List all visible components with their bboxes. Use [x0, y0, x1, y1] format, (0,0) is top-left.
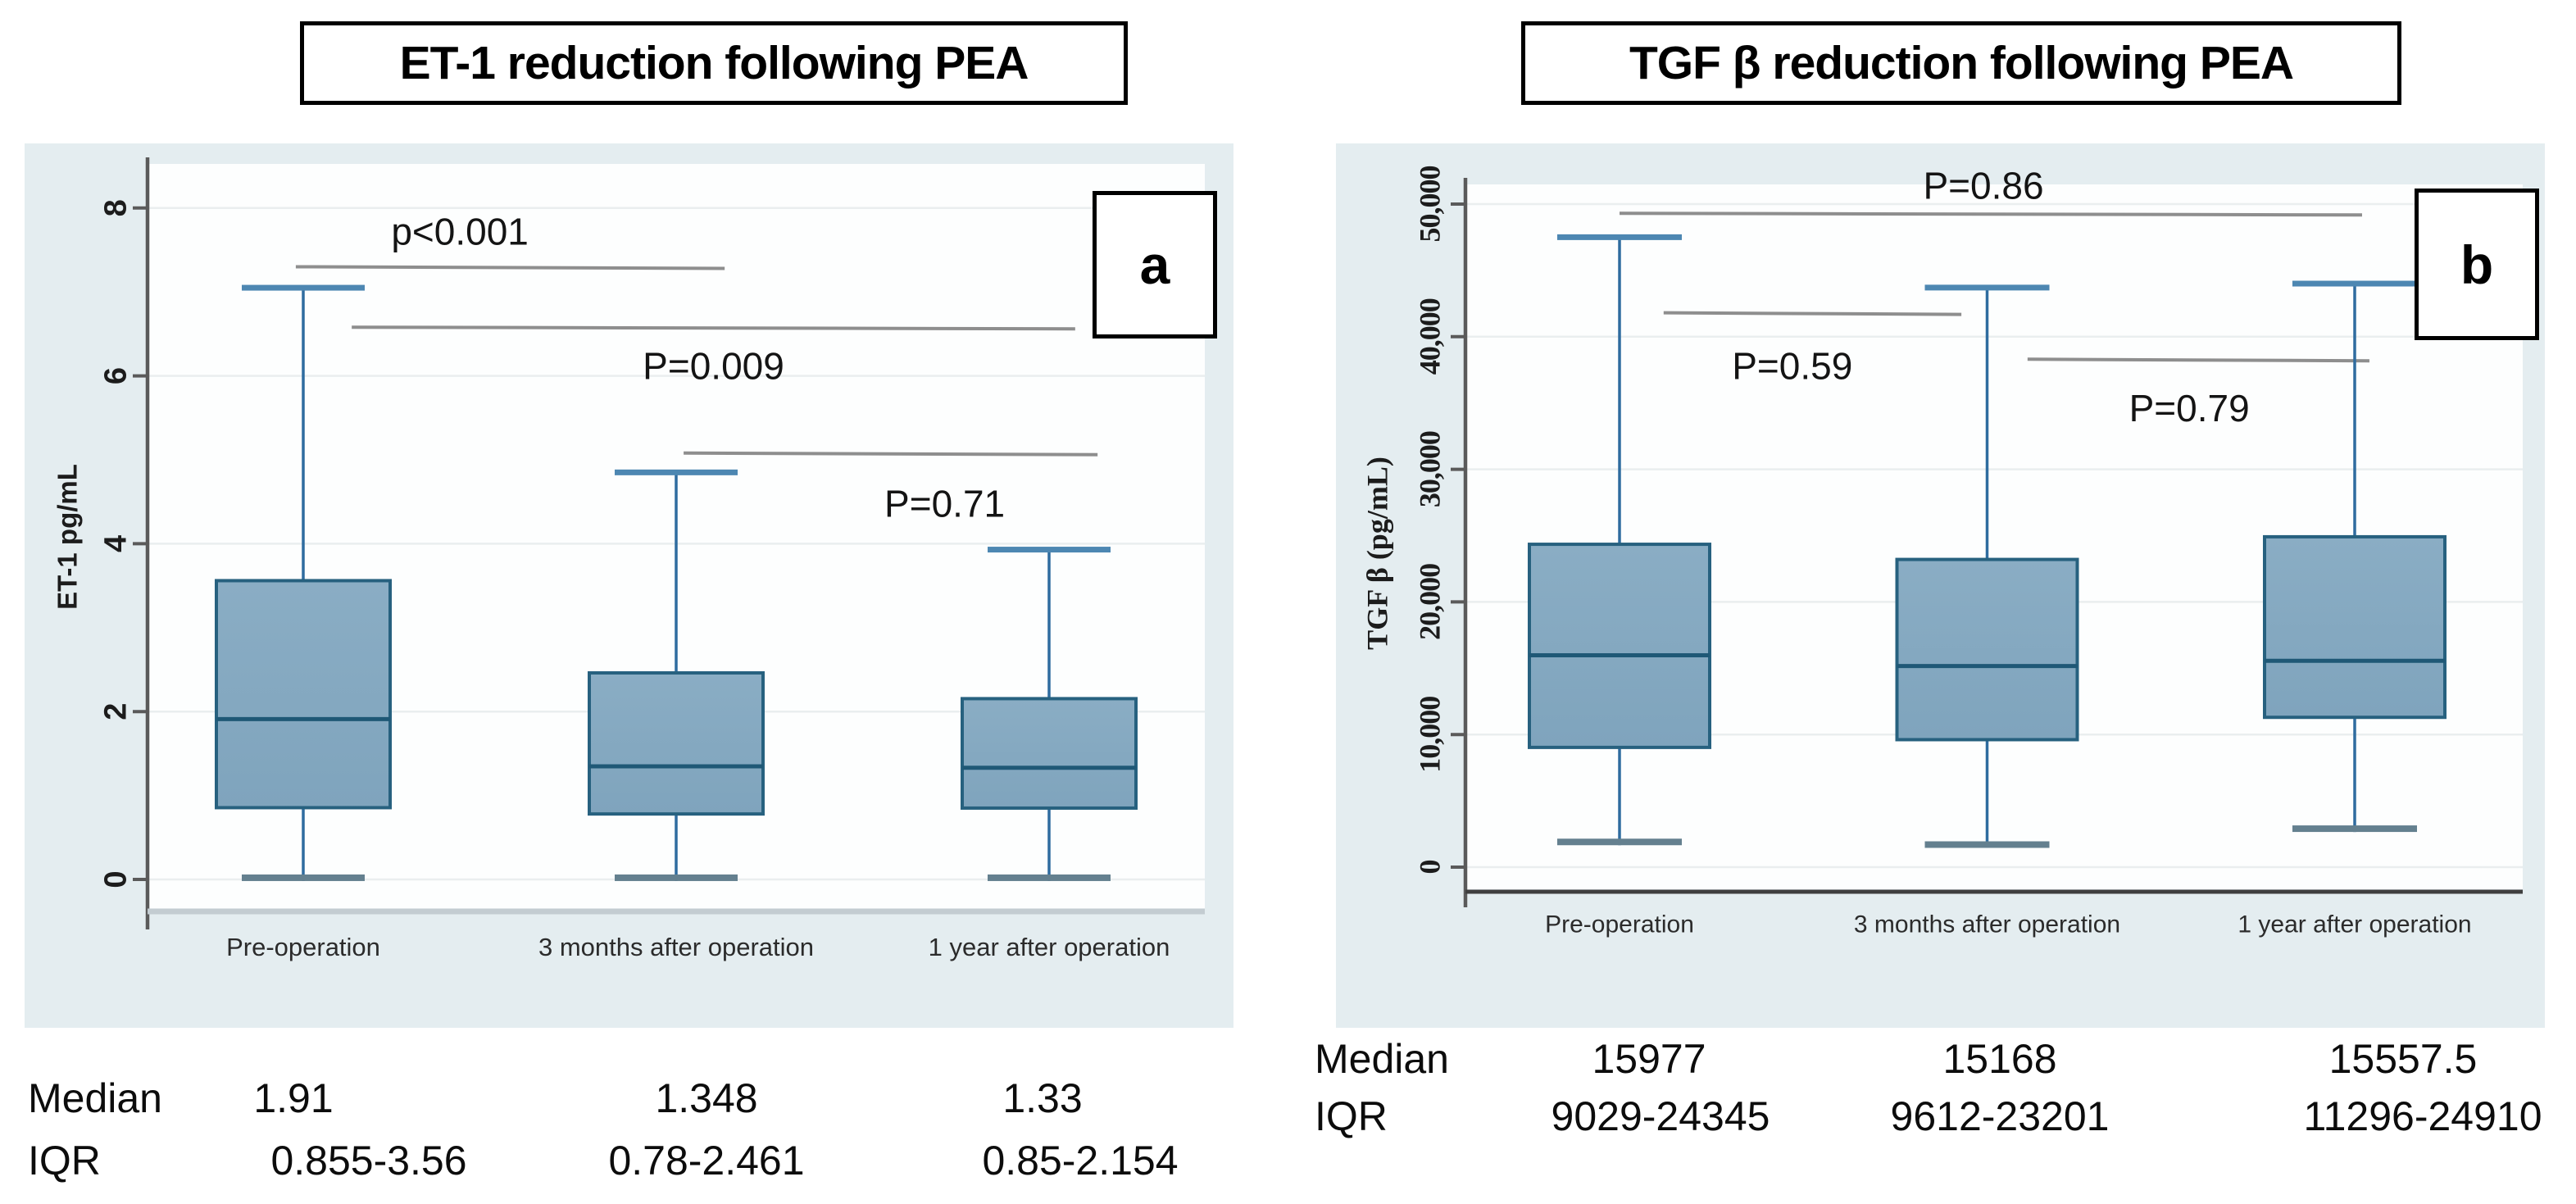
- stat-median-value: 1.348: [655, 1075, 758, 1121]
- panel-a-figure: 0 2 4 6 8 ET-1 pg/mL p<0.001 P=0.009 P=0.71 Pre-o…: [25, 143, 1233, 1028]
- y-axis-title: ET-1 pg/mL: [52, 464, 83, 610]
- stat-median-value: 1.91: [253, 1075, 334, 1121]
- x-category-label: Pre-operation: [1545, 911, 1694, 938]
- p-value-label: p<0.001: [391, 211, 529, 253]
- x-category-label: 3 months after operation: [1854, 911, 2120, 938]
- whisker-cap-top: [1557, 234, 1682, 240]
- p-value-label: P=0.009: [643, 344, 784, 387]
- panel-a-median-row-label: Median: [28, 1075, 162, 1121]
- y-axis-title: TGF β (pg/mL): [1361, 457, 1394, 650]
- box-iqr-rect: [2263, 534, 2447, 720]
- y-tick-label: 30,000: [1414, 431, 1447, 507]
- p-value-label: P=0.79: [2129, 387, 2250, 429]
- x-category-label: 1 year after operation: [929, 933, 1170, 961]
- p-value-label: P=0.86: [1923, 164, 2043, 207]
- stat-iqr-value: 9029-24345: [1551, 1093, 1770, 1139]
- stat-iqr-value: 0.855-3.56: [270, 1138, 467, 1184]
- whisker-cap-top: [2292, 280, 2417, 287]
- y-tick-label: 0: [98, 870, 133, 888]
- panel-a-boxplot-svg: 0 2 4 6 8 ET-1 pg/mL p<0.001 P=0.009 P=0.71 Pre-o…: [52, 157, 1205, 961]
- stat-iqr-value: 11296-24910: [2303, 1093, 2542, 1139]
- p-value-label: P=0.59: [1732, 344, 1852, 387]
- y-tick-label: 20,000: [1414, 564, 1447, 640]
- box-iqr-rect: [588, 670, 765, 816]
- p-value-line: [1619, 211, 2362, 217]
- p-value-label: P=0.71: [884, 482, 1005, 525]
- stat-iqr-value: 0.85-2.154: [982, 1138, 1179, 1184]
- stat-iqr-value: 9612-23201: [1890, 1093, 2110, 1139]
- whisker-cap-bottom: [1924, 841, 2050, 848]
- y-tick-label: 2: [98, 703, 133, 720]
- y-tick-label: 4: [98, 535, 133, 552]
- x-category-label: 3 months after operation: [538, 933, 814, 961]
- whisker-cap-top: [242, 284, 365, 291]
- box-iqr-rect: [1528, 543, 1711, 749]
- whisker-cap-bottom: [988, 874, 1111, 881]
- p-value-line: [295, 265, 725, 270]
- stat-median-value: 15557.5: [2328, 1036, 2478, 1082]
- whisker-cap-bottom: [1557, 838, 1682, 846]
- y-tick-label: 6: [98, 367, 133, 384]
- y-tick-label: 8: [98, 199, 133, 216]
- panel-b-median-row-label: Median: [1315, 1036, 1449, 1082]
- panel-a-letter-box: a: [1093, 191, 1217, 338]
- whisker-cap-top: [615, 469, 738, 475]
- box-iqr-rect: [1895, 557, 2079, 742]
- box-iqr-rect: [961, 697, 1138, 810]
- p-value-line: [352, 325, 1075, 331]
- whisker-cap-bottom: [615, 874, 738, 881]
- x-category-label: 1 year after operation: [2238, 911, 2471, 938]
- stat-median-value: 1.33: [1002, 1075, 1083, 1121]
- panel-a-title: ET-1 reduction following PEA: [399, 37, 1029, 89]
- panel-a-letter: a: [1139, 234, 1170, 295]
- whisker-cap-top: [988, 547, 1111, 553]
- panel-b-letter-box: b: [2415, 189, 2539, 340]
- panel-b-iqr-row-label: IQR: [1315, 1093, 1388, 1139]
- y-tick-label: 50,000: [1414, 166, 1447, 242]
- p-value-line: [1663, 311, 1962, 316]
- y-tick-label: 10,000: [1414, 697, 1447, 773]
- x-category-label: Pre-operation: [226, 933, 380, 961]
- whisker-cap-top: [1924, 284, 2050, 291]
- panel-b-title-box: TGF β reduction following PEA: [1521, 21, 2401, 105]
- panel-a-iqr-row-label: IQR: [28, 1138, 101, 1184]
- stat-median-value: 15168: [1942, 1036, 2057, 1082]
- p-value-line: [684, 451, 1098, 457]
- y-tick-label: 0: [1414, 861, 1447, 875]
- y-tick-label: 40,000: [1414, 298, 1447, 375]
- whisker-cap-bottom: [2292, 825, 2417, 833]
- panel-b-figure: 0 10,000 20,000 30,000 40,000 50,000 TGF β (pg…: [1336, 143, 2545, 1028]
- panel-b-title: TGF β reduction following PEA: [1629, 37, 2294, 89]
- stat-median-value: 15977: [1592, 1036, 1706, 1082]
- box-iqr-rect: [215, 579, 392, 810]
- stat-iqr-value: 0.78-2.461: [608, 1138, 805, 1184]
- panel-a-title-box: ET-1 reduction following PEA: [300, 21, 1128, 105]
- whisker-cap-bottom: [242, 874, 365, 881]
- panel-b-boxplot-svg: 0 10,000 20,000 30,000 40,000 50,000 TGF β (pg…: [1361, 164, 2523, 938]
- p-value-line: [2027, 357, 2369, 363]
- panel-b-letter: b: [2460, 234, 2494, 295]
